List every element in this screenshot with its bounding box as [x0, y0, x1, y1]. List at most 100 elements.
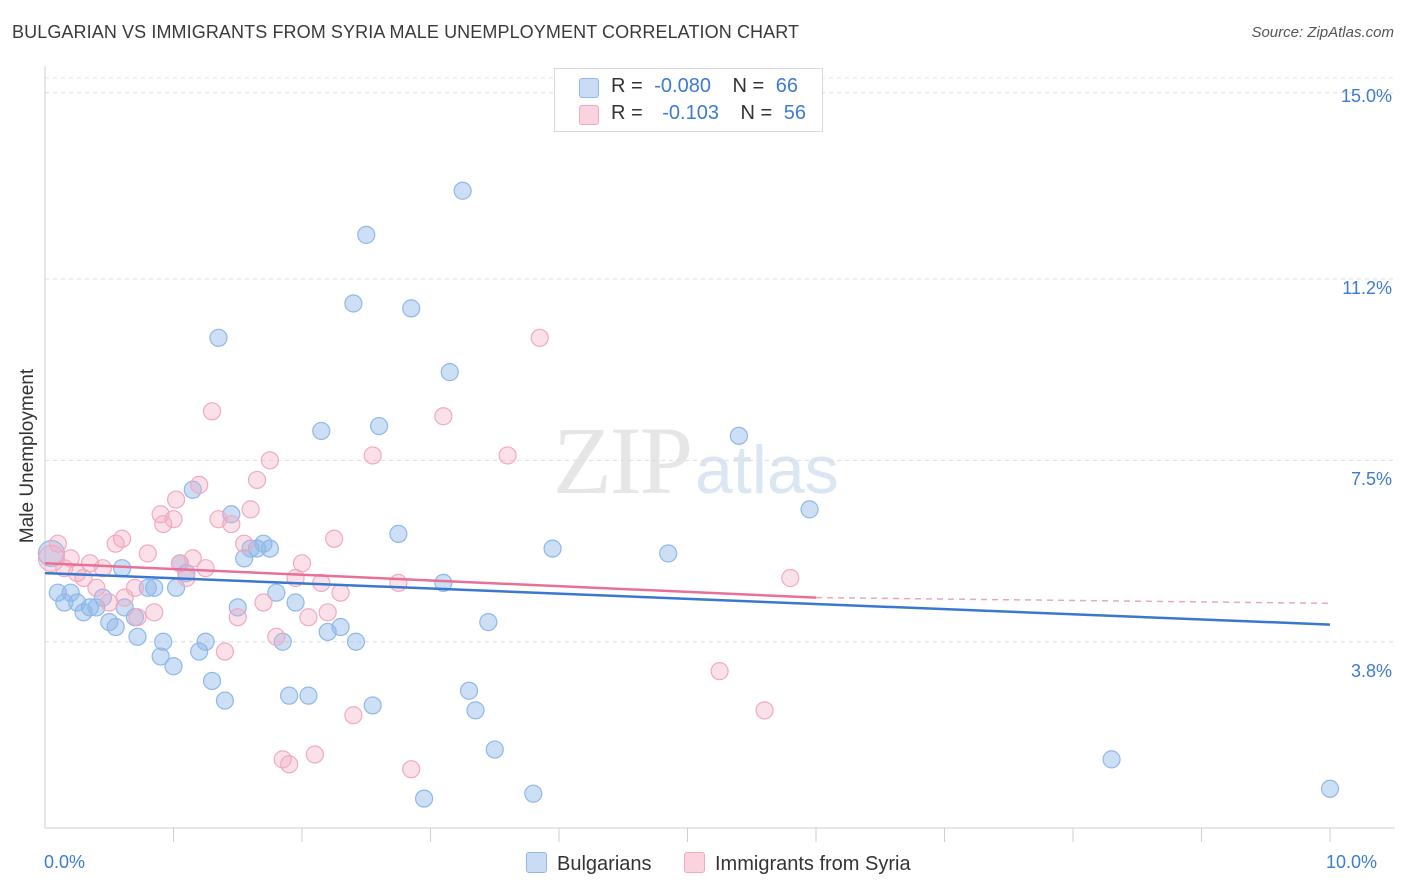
syria-point	[154, 514, 173, 534]
bulgarians-point	[215, 691, 234, 710]
y-tick-label: 3.8%	[1350, 661, 1392, 681]
bulgarians-point	[389, 524, 408, 543]
bulgarians-point	[357, 225, 376, 244]
bulgarians-point	[1320, 779, 1340, 798]
syria-point	[280, 755, 299, 774]
syria-point	[222, 514, 241, 534]
n-value: 56	[783, 102, 807, 124]
y-tick-label: 11.2%	[1342, 278, 1392, 298]
syria-point	[164, 510, 183, 529]
bulgarians-point	[280, 686, 299, 705]
bulgarians-point	[138, 578, 157, 597]
syria-points	[37, 328, 800, 779]
bulgarians-point	[659, 544, 678, 563]
syria-point	[125, 578, 145, 597]
legend-text-syria: R = -0.103 N = 56	[611, 102, 806, 125]
bulgarians-point	[80, 598, 100, 617]
syria-point	[202, 402, 222, 421]
syria-point	[389, 573, 408, 593]
syria-point	[402, 760, 421, 779]
bulgarians-point	[228, 598, 247, 617]
syria-point	[254, 593, 273, 612]
r-label: R =	[611, 75, 643, 97]
syria-point	[128, 608, 147, 627]
bulgarians-point	[479, 613, 498, 632]
syria-point	[93, 559, 112, 578]
legend-swatch-blue	[579, 78, 599, 98]
bulgarians-point	[402, 299, 421, 318]
bulgarians-point	[106, 617, 125, 637]
y-tick-label: 15.0%	[1340, 86, 1392, 106]
syria-point	[112, 529, 132, 548]
bulgarians-point	[128, 627, 147, 646]
syria-point	[145, 603, 164, 622]
syria-point	[215, 642, 234, 661]
bulgarians-point	[800, 500, 819, 519]
bulgarians-point	[312, 421, 331, 441]
trend-layer	[44, 562, 1331, 626]
syria-point	[196, 559, 215, 578]
syria-point	[183, 549, 202, 568]
syria-point	[228, 608, 247, 627]
source-credit: Source: ZipAtlas.com	[1251, 24, 1394, 41]
axis-layer	[44, 66, 1395, 842]
syria-point	[755, 701, 774, 720]
syria-trend-line	[44, 562, 817, 599]
bulgarians-point	[344, 294, 363, 313]
syria-point	[318, 603, 337, 622]
syria-trend-extension	[815, 596, 1331, 605]
bulgarians-trend-line	[44, 571, 1331, 626]
legend-swatch-pink	[579, 105, 599, 125]
bulgarians-point	[299, 686, 318, 705]
bulgarians-point	[190, 642, 209, 661]
bulgarians-point	[202, 671, 222, 691]
syria-point	[344, 706, 363, 725]
chart-title: BULGARIAN VS IMMIGRANTS FROM SYRIA MALE …	[12, 22, 800, 42]
bulgarians-point	[459, 681, 479, 700]
syria-point	[363, 446, 382, 465]
bulgarians-point	[440, 363, 459, 382]
syria-point	[781, 568, 800, 588]
bulgarians-point	[286, 593, 305, 612]
syria-point	[434, 407, 453, 426]
n-label: N =	[732, 75, 765, 97]
x-max-label: 10.0%	[1326, 852, 1378, 872]
syria-point	[100, 593, 119, 612]
legend-bulgarians: Bulgarians	[526, 852, 652, 876]
syria-point	[166, 490, 186, 509]
bulgarians-point	[61, 583, 80, 602]
bulgarians-point	[363, 696, 382, 715]
r-value: -0.080	[654, 75, 711, 97]
bulgarians-point	[235, 549, 254, 568]
syria-point	[247, 470, 267, 490]
bulgarians-point	[164, 657, 183, 676]
bulgarians-point	[414, 789, 434, 808]
y-axis-label: Male Unemployment	[17, 368, 38, 544]
x-min-label: 0.0%	[44, 852, 86, 872]
bulgarians-point	[453, 181, 472, 200]
syria-point	[305, 745, 324, 764]
bulgarians-point	[151, 647, 170, 666]
bulgarians-point	[209, 328, 228, 347]
bulgarians-point	[346, 632, 366, 651]
syria-point	[530, 328, 549, 347]
syria-point	[138, 544, 157, 563]
bulgarians-point	[466, 701, 485, 720]
bulgarians-point	[55, 593, 74, 612]
syria-point	[235, 534, 254, 553]
bulgarians-point	[543, 539, 562, 558]
y-tick-label: 7.5%	[1350, 469, 1392, 489]
bulgarians-point	[196, 632, 215, 651]
n-label: N =	[740, 102, 773, 124]
syria-point	[325, 529, 344, 548]
syria-point	[48, 534, 67, 553]
legend-swatch-blue	[526, 852, 547, 873]
bulgarians-point	[267, 583, 286, 602]
syria-point	[299, 608, 318, 627]
n-value: 66	[775, 75, 799, 97]
bulgarians-point	[1102, 750, 1121, 769]
syria-point	[710, 662, 729, 681]
syria-point	[292, 554, 312, 573]
bulgarians-point	[434, 573, 453, 593]
